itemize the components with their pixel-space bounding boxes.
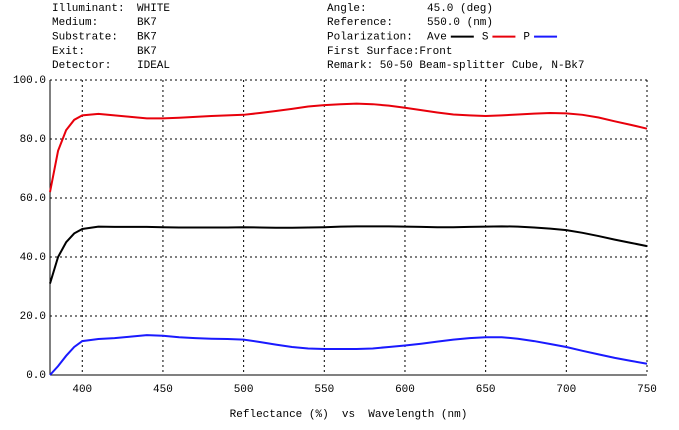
legend-label: P — [523, 32, 530, 44]
remark: Remark: 50-50 Beam-splitter Cube, N-Bk7 — [327, 60, 584, 72]
series-line — [49, 102, 648, 193]
legend-title: Polarization: — [327, 32, 413, 44]
info-label: Medium: — [52, 17, 98, 29]
info-value: BK7 — [137, 32, 157, 44]
x-tick-label: 400 — [72, 384, 92, 396]
y-tick-label: 40.0 — [20, 252, 46, 264]
x-tick-label: 750 — [637, 384, 657, 396]
info-label: Detector: — [52, 60, 111, 72]
info-value: BK7 — [137, 17, 157, 29]
x-tick-label: 550 — [314, 384, 334, 396]
info-value: 45.0 (deg) — [427, 3, 493, 15]
legend-label: Ave — [427, 32, 447, 44]
info-label: Reference: — [327, 17, 393, 29]
y-tick-label: 0.0 — [26, 370, 46, 382]
series-line — [49, 225, 648, 284]
series-line — [49, 334, 648, 376]
y-tick-label: 60.0 — [20, 193, 46, 205]
info-label: Substrate: — [52, 32, 118, 44]
x-tick-label: 600 — [395, 384, 415, 396]
x-axis-label: Reflectance (%) vs Wavelength (nm) — [230, 409, 468, 421]
info-label: Exit: — [52, 46, 85, 58]
info-value: 550.0 (nm) — [427, 17, 493, 29]
info-value: IDEAL — [137, 60, 170, 72]
x-tick-label: 450 — [153, 384, 173, 396]
info-value: WHITE — [137, 3, 170, 15]
first-surface: First Surface:Front — [327, 46, 452, 58]
x-tick-label: 700 — [556, 384, 576, 396]
y-tick-label: 20.0 — [20, 311, 46, 323]
x-tick-label: 650 — [476, 384, 496, 396]
info-value: BK7 — [137, 46, 157, 58]
info-label: Illuminant: — [52, 3, 125, 15]
legend-label: S — [482, 32, 489, 44]
y-tick-label: 100.0 — [13, 75, 46, 87]
x-tick-label: 500 — [234, 384, 254, 396]
info-label: Angle: — [327, 3, 367, 15]
y-tick-label: 80.0 — [20, 134, 46, 146]
